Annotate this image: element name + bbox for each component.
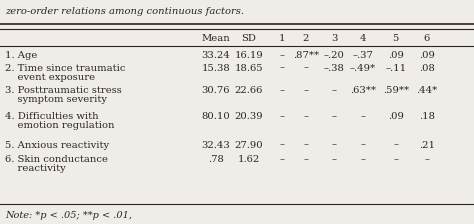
Text: 3. Posttraumatic stress: 3. Posttraumatic stress [5,86,121,95]
Text: .18: .18 [419,112,435,121]
Text: –: – [393,155,398,164]
Text: –.20: –.20 [324,51,345,60]
Text: 2: 2 [302,34,309,43]
Text: .09: .09 [388,51,404,60]
Text: .09: .09 [419,51,435,60]
Text: 27.90: 27.90 [235,140,263,150]
Text: .44*: .44* [416,86,437,95]
Text: –: – [280,112,284,121]
Text: 22.66: 22.66 [235,86,263,95]
Text: –: – [360,140,365,150]
Text: –.37: –.37 [352,51,373,60]
Text: .63**: .63** [350,86,375,95]
Text: –: – [280,64,284,73]
Text: –: – [360,112,365,121]
Text: .21: .21 [419,140,435,150]
Text: 1. Age: 1. Age [5,51,37,60]
Text: 4: 4 [359,34,366,43]
Text: 6. Skin conductance: 6. Skin conductance [5,155,108,164]
Text: 18.65: 18.65 [235,64,263,73]
Text: –.38: –.38 [324,64,345,73]
Text: 3: 3 [331,34,337,43]
Text: Note: *p < .05; **p < .01,: Note: *p < .05; **p < .01, [5,211,132,220]
Text: –.11: –.11 [385,64,406,73]
Text: –: – [332,140,337,150]
Text: 33.24: 33.24 [201,51,230,60]
Text: –: – [303,155,308,164]
Text: –: – [424,155,429,164]
Text: –: – [303,64,308,73]
Text: 20.39: 20.39 [235,112,263,121]
Text: symptom severity: symptom severity [5,95,107,104]
Text: event exposure: event exposure [5,73,95,82]
Text: –: – [332,155,337,164]
Text: Mean: Mean [201,34,230,43]
Text: –: – [280,140,284,150]
Text: 2. Time since traumatic: 2. Time since traumatic [5,64,125,73]
Text: –: – [303,140,308,150]
Text: 1: 1 [279,34,285,43]
Text: –: – [332,112,337,121]
Text: –: – [393,140,398,150]
Text: 80.10: 80.10 [201,112,230,121]
Text: .08: .08 [419,64,435,73]
Text: .09: .09 [388,112,404,121]
Text: –: – [280,51,284,60]
Text: –.49*: –.49* [349,64,376,73]
Text: –: – [303,86,308,95]
Text: 15.38: 15.38 [201,64,230,73]
Text: 6: 6 [423,34,430,43]
Text: –: – [280,155,284,164]
Text: 30.76: 30.76 [201,86,230,95]
Text: SD: SD [241,34,256,43]
Text: 32.43: 32.43 [201,140,230,150]
Text: 5: 5 [392,34,399,43]
Text: 1.62: 1.62 [238,155,260,164]
Text: 5. Anxious reactivity: 5. Anxious reactivity [5,140,109,150]
Text: –: – [332,86,337,95]
Text: zero-order relations among continuous factors.: zero-order relations among continuous fa… [5,7,244,16]
Text: –: – [360,155,365,164]
Text: emotion regulation: emotion regulation [5,121,114,130]
Text: 4. Difficulties with: 4. Difficulties with [5,112,99,121]
Text: –: – [280,86,284,95]
Text: .87**: .87** [292,51,319,60]
Text: –: – [303,112,308,121]
Text: .78: .78 [208,155,224,164]
Text: reactivity: reactivity [5,164,65,173]
Text: .59**: .59** [383,86,409,95]
Text: 16.19: 16.19 [235,51,263,60]
